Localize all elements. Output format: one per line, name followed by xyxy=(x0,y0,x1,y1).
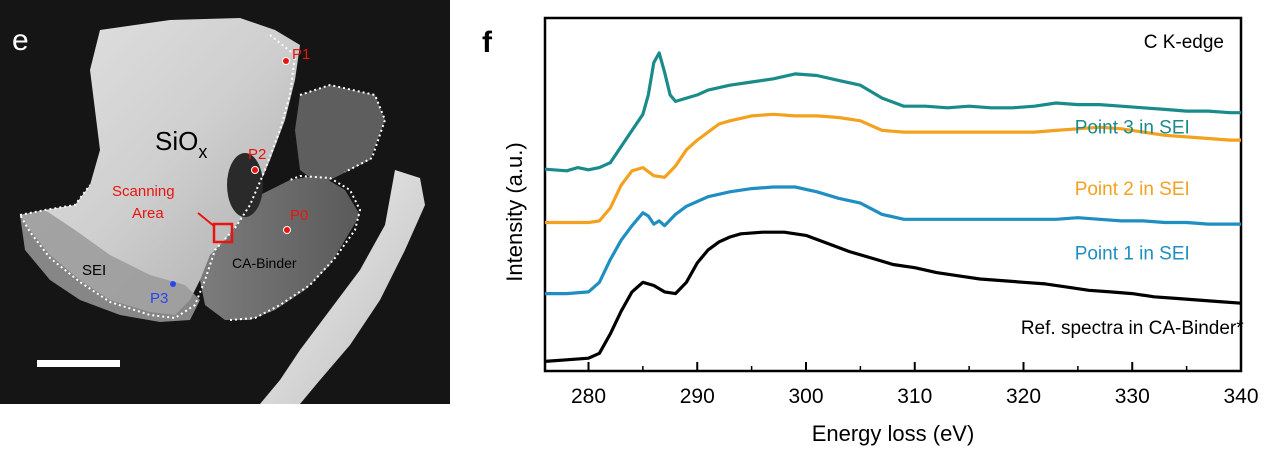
series-line-1 xyxy=(545,112,1241,225)
scale-bar xyxy=(37,360,120,367)
series-line-3 xyxy=(544,230,1242,363)
bright-streak xyxy=(260,170,425,404)
panel-e-micrograph: e SiOx P1 P2 P0 P3 Scanning Area SEI CA-… xyxy=(0,0,450,404)
y-axis-label: Intensity (a.u.) xyxy=(502,142,527,281)
x-tick-label-340: 340 xyxy=(1223,385,1258,408)
micrograph-svg: e SiOx P1 P2 P0 P3 Scanning Area SEI CA-… xyxy=(0,0,450,404)
grey-strip xyxy=(295,85,385,185)
x-tick-label-280: 280 xyxy=(571,385,606,408)
series-label-2: Point 1 in SEI xyxy=(1075,244,1190,265)
sei-region xyxy=(20,210,200,322)
binder-label: CA-Binder xyxy=(232,255,297,271)
scanning-area-arrow xyxy=(197,212,215,227)
panel-f-letter: f xyxy=(482,26,493,59)
point-p1-marker xyxy=(282,57,290,65)
x-tick-label-320: 320 xyxy=(1006,385,1041,408)
panel-f-chart: f C K-edge Intensity (a.u.) Energy loss … xyxy=(450,0,1268,451)
series-label-3: Ref. spectra in CA-Binder* xyxy=(1021,318,1244,339)
x-tick-label-310: 310 xyxy=(897,385,932,408)
series-line-0 xyxy=(544,51,1241,173)
point-p3-marker xyxy=(170,281,176,287)
series-lines xyxy=(544,51,1242,363)
p3-label: P3 xyxy=(150,290,168,307)
siox-label: SiOx xyxy=(155,126,207,162)
scanning-area-box xyxy=(212,222,234,244)
series-line-2 xyxy=(545,185,1241,296)
x-tick-label-290: 290 xyxy=(680,385,715,408)
chart-svg: f C K-edge Intensity (a.u.) Energy loss … xyxy=(482,16,1259,446)
siox-outline xyxy=(19,34,297,320)
scanning-label-line1: Scanning xyxy=(112,183,175,200)
series-label-1: Point 2 in SEI xyxy=(1075,179,1190,200)
strip-outline xyxy=(299,83,387,173)
series-labels: Point 3 in SEI Point 2 in SEI Point 1 in S… xyxy=(1021,118,1244,339)
point-p2-marker xyxy=(251,166,259,174)
sei-label: SEI xyxy=(82,262,106,279)
x-tick-label-300: 300 xyxy=(788,385,823,408)
plot-frame xyxy=(543,16,1243,373)
p2-label: P2 xyxy=(248,146,266,163)
series-label-0: Point 3 in SEI xyxy=(1075,118,1190,139)
p0-label: P0 xyxy=(290,207,308,224)
p1-label: P1 xyxy=(292,46,310,63)
x-tick-label-330: 330 xyxy=(1115,385,1150,408)
point-p0-marker xyxy=(283,226,291,234)
chart-title: C K-edge xyxy=(1144,32,1224,53)
binder-outline xyxy=(229,174,362,321)
x-axis-label: Energy loss (eV) xyxy=(812,421,975,446)
scanning-label-line2: Area xyxy=(132,205,164,222)
panel-e-letter: e xyxy=(12,24,29,57)
x-ticks: 280 290 300 310 320 330 340 xyxy=(571,362,1259,408)
